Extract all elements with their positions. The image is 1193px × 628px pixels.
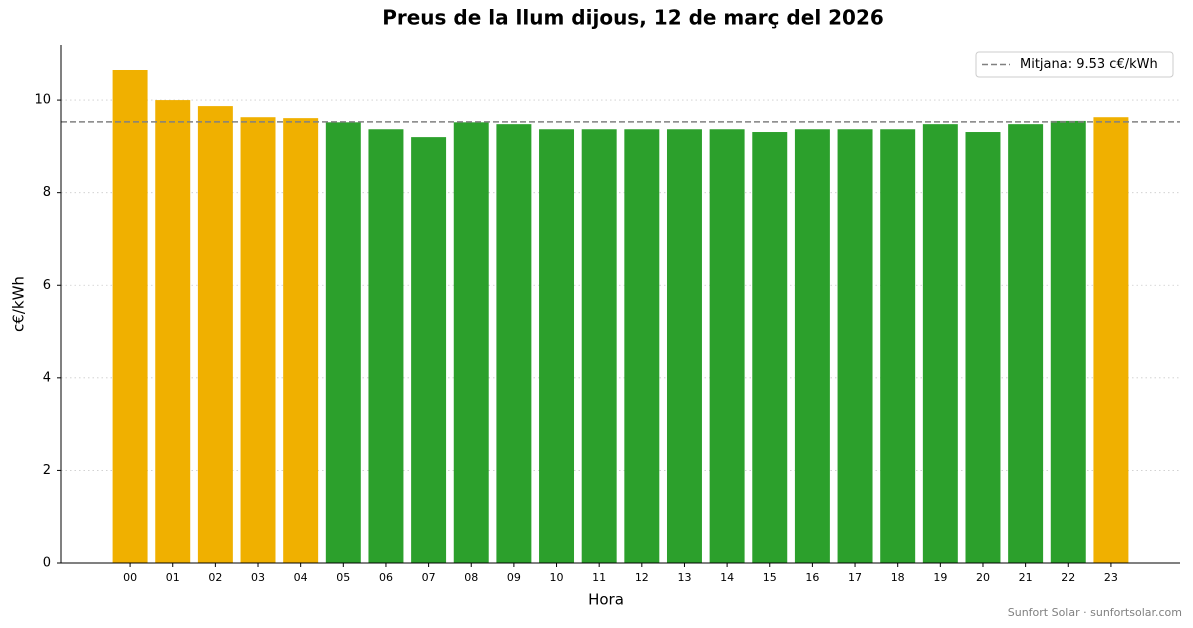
y-tick-label: 8 — [43, 185, 51, 200]
bar — [1050, 120, 1086, 563]
x-tick-label: 23 — [1104, 571, 1118, 584]
bar — [112, 69, 148, 564]
footer: Sunfort Solar · sunfortsolar.com — [1008, 606, 1182, 619]
bar — [666, 129, 702, 563]
bar — [624, 129, 660, 563]
x-tick-label: 02 — [208, 571, 222, 584]
y-axis-label: c€/kWh — [10, 276, 28, 332]
x-tick-label: 17 — [848, 571, 862, 584]
x-tick-label: 20 — [976, 571, 990, 584]
bar — [752, 132, 788, 563]
bar — [1093, 117, 1129, 563]
x-tick-label: 04 — [294, 571, 308, 584]
bar — [880, 129, 916, 563]
y-tick-label: 10 — [34, 93, 51, 108]
x-tick-label: 19 — [933, 571, 947, 584]
x-tick-label: 13 — [677, 571, 691, 584]
bar — [709, 129, 745, 563]
x-tick-label: 06 — [379, 571, 393, 584]
bar — [837, 129, 873, 563]
bar — [965, 132, 1001, 563]
x-tick-label: 09 — [507, 571, 521, 584]
y-tick-label: 4 — [43, 370, 51, 385]
x-tick-label: 01 — [166, 571, 180, 584]
legend-label: Mitjana: 9.53 c€/kWh — [1020, 57, 1158, 72]
x-tick-label: 08 — [464, 571, 478, 584]
bar — [411, 137, 447, 563]
x-axis-label: Hora — [588, 591, 624, 609]
y-tick-label: 6 — [43, 278, 51, 293]
bar — [325, 122, 361, 564]
x-tick-label: 07 — [422, 571, 436, 584]
bar — [1008, 124, 1044, 564]
bar — [496, 124, 532, 564]
x-tick-label: 12 — [635, 571, 649, 584]
x-tick-label: 22 — [1061, 571, 1075, 584]
bar — [283, 118, 319, 563]
x-tick-label: 16 — [805, 571, 819, 584]
bar — [240, 117, 276, 563]
chart-title: Preus de la llum dijous, 12 de març del … — [382, 6, 884, 30]
bar — [922, 124, 958, 564]
x-tick-label: 05 — [336, 571, 350, 584]
bar — [368, 129, 404, 563]
bar — [794, 129, 830, 563]
x-tick-label: 15 — [763, 571, 777, 584]
bar — [581, 129, 617, 563]
x-tick-label: 21 — [1019, 571, 1033, 584]
bar — [453, 122, 489, 564]
bar — [197, 106, 233, 564]
bar — [155, 100, 191, 564]
y-tick-label: 0 — [43, 556, 51, 571]
x-tick-label: 03 — [251, 571, 265, 584]
x-tick-label: 18 — [891, 571, 905, 584]
x-tick-label: 10 — [550, 571, 564, 584]
x-tick-label: 11 — [592, 571, 606, 584]
x-tick-label: 14 — [720, 571, 734, 584]
bar — [539, 129, 575, 563]
legend-box — [975, 51, 1174, 78]
y-tick-label: 2 — [43, 463, 51, 478]
x-tick-label: 00 — [123, 571, 137, 584]
